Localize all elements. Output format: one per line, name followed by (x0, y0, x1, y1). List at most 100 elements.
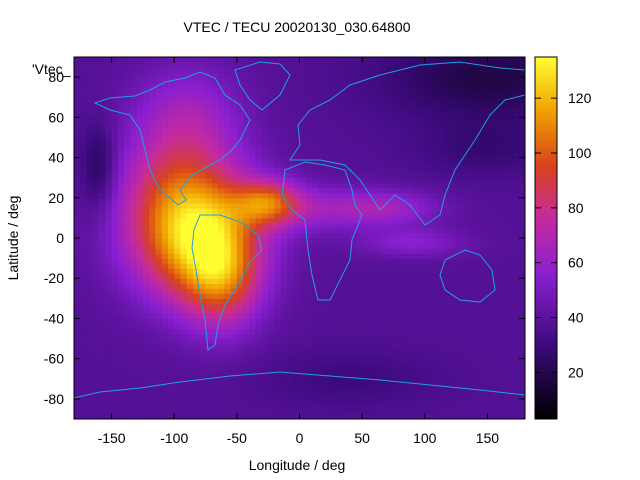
heatmap-cell (92, 187, 100, 194)
heatmap-cell (211, 217, 219, 224)
heatmap-cell (99, 298, 106, 304)
heatmap-cell (167, 152, 175, 159)
heatmap-cell (117, 137, 125, 144)
heatmap-cell (199, 182, 207, 189)
heatmap-cell (293, 117, 301, 123)
heatmap-cell (343, 308, 351, 315)
heatmap-cell (199, 383, 207, 390)
heatmap-cell (449, 97, 457, 103)
heatmap-cell (218, 383, 225, 390)
heatmap-cell (193, 263, 200, 269)
heatmap-cell (211, 177, 219, 184)
heatmap-cell (161, 403, 169, 410)
heatmap-cell (111, 207, 119, 214)
heatmap-cell (236, 77, 244, 83)
heatmap-cell (199, 318, 207, 325)
heatmap-cell (337, 77, 344, 83)
heatmap-cell (337, 358, 344, 365)
heatmap-cell (205, 202, 213, 209)
heatmap-cell (211, 398, 219, 405)
heatmap-cell (155, 328, 163, 335)
heatmap-cell (462, 102, 470, 108)
heatmap-cell (431, 87, 438, 93)
heatmap-cell (117, 373, 125, 380)
heatmap-cell (405, 127, 413, 134)
heatmap-cell (468, 107, 476, 113)
heatmap-cell (74, 112, 81, 118)
heatmap-cell (243, 162, 250, 169)
heatmap-cell (393, 408, 401, 415)
heatmap-cell (205, 212, 213, 219)
heatmap-cell (161, 92, 169, 98)
heatmap-cell (218, 333, 225, 340)
heatmap-cell (249, 182, 257, 189)
heatmap-cell (186, 373, 194, 380)
heatmap-cell (142, 132, 150, 139)
heatmap-cell (399, 323, 407, 330)
heatmap-cell (167, 328, 175, 335)
heatmap-cell (186, 127, 194, 134)
heatmap-cell (368, 92, 376, 98)
heatmap-cell (105, 353, 113, 360)
heatmap-cell (193, 57, 200, 63)
heatmap-cell (167, 167, 175, 174)
heatmap-cell (393, 308, 401, 315)
heatmap-cell (387, 87, 395, 93)
heatmap-cell (424, 202, 432, 209)
heatmap-cell (236, 127, 244, 134)
heatmap-cell (80, 358, 88, 365)
heatmap-cell (268, 142, 276, 149)
heatmap-cell (349, 142, 357, 149)
heatmap-cell (218, 167, 225, 174)
heatmap-cell (387, 383, 395, 390)
heatmap-cell (412, 67, 420, 73)
heatmap-cell (211, 343, 219, 350)
heatmap-cell (142, 192, 150, 199)
heatmap-cell (205, 117, 213, 123)
heatmap-cell (180, 323, 188, 330)
heatmap-cell (136, 403, 144, 410)
heatmap-cell (299, 268, 307, 274)
heatmap-cell (136, 333, 144, 340)
heatmap-cell (462, 288, 470, 294)
heatmap-cell (236, 212, 244, 219)
heatmap-cell (343, 258, 351, 264)
heatmap-cell (199, 227, 207, 234)
heatmap-cell (180, 212, 188, 219)
heatmap-cell (493, 207, 501, 214)
heatmap-cell (337, 217, 344, 224)
heatmap-cell (474, 343, 482, 350)
heatmap-cell (149, 227, 157, 234)
heatmap-cell (474, 232, 482, 239)
heatmap-cell (330, 197, 338, 204)
heatmap-cell (149, 263, 157, 269)
heatmap-cell (305, 283, 313, 289)
heatmap-cell (105, 243, 113, 249)
heatmap-cell (343, 293, 351, 299)
heatmap-cell (387, 107, 395, 113)
heatmap-cell (149, 92, 157, 98)
heatmap-cell (86, 398, 94, 405)
heatmap-cell (268, 117, 276, 123)
heatmap-cell (499, 207, 507, 214)
heatmap-cell (230, 192, 238, 199)
heatmap-cell (318, 408, 326, 415)
heatmap-cell (105, 248, 113, 254)
heatmap-cell (268, 283, 276, 289)
heatmap-cell (274, 147, 282, 154)
heatmap-cell (243, 293, 250, 299)
heatmap-cell (299, 263, 307, 269)
heatmap-cell (286, 353, 294, 360)
heatmap-cell (405, 102, 413, 108)
heatmap-cell (205, 157, 213, 164)
heatmap-cell (349, 217, 357, 224)
heatmap-cell (368, 308, 376, 315)
heatmap-cell (280, 197, 288, 204)
heatmap-cell (124, 197, 131, 204)
heatmap-cell (368, 202, 376, 209)
heatmap-cell (199, 393, 207, 400)
heatmap-cell (249, 157, 257, 164)
heatmap-cell (274, 248, 282, 254)
heatmap-cell (493, 77, 501, 83)
heatmap-cell (424, 388, 432, 395)
